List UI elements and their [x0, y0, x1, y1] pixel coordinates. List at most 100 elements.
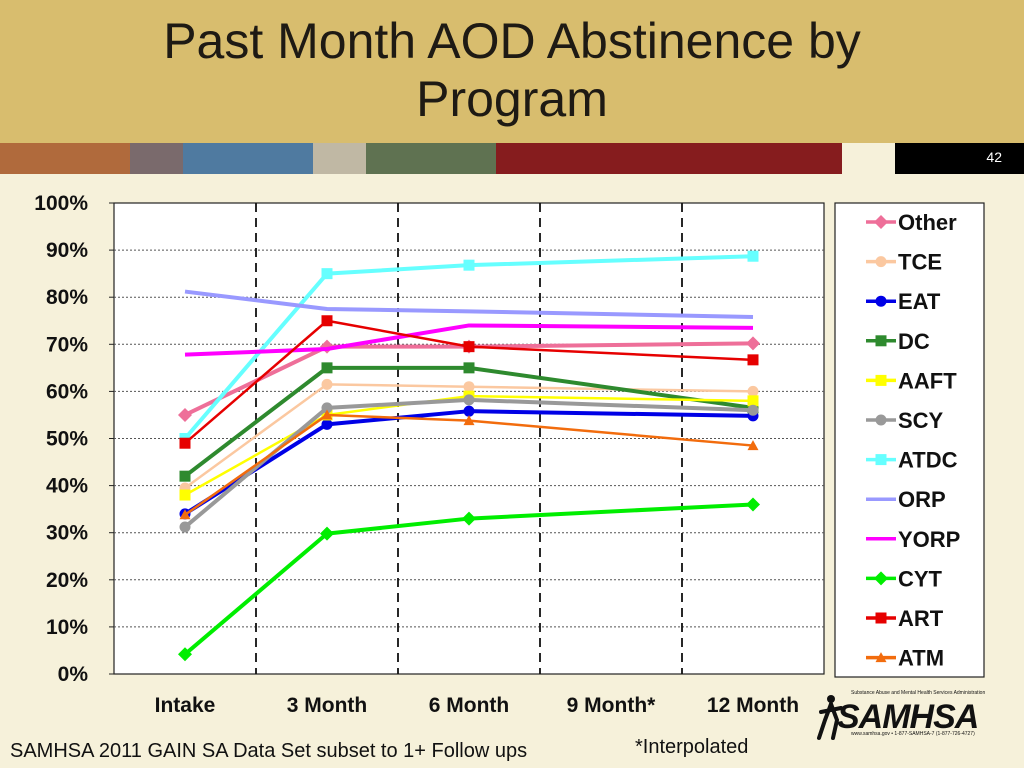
y-tick-label: 60% — [46, 380, 88, 403]
legend-marker-atm — [875, 652, 887, 663]
legend-item-cyt: CYT — [866, 566, 943, 591]
y-tick-label: 40% — [46, 475, 88, 498]
strip-segment — [313, 143, 366, 174]
y-tick-label: 20% — [46, 569, 88, 592]
legend-item-dc: DC — [866, 329, 930, 354]
legend-marker-tce — [875, 256, 887, 268]
legend-label-dc: DC — [898, 329, 930, 354]
x-tick-label: Intake — [155, 694, 216, 717]
samhsa-logo: Substance Abuse and Mental Health Servic… — [815, 690, 985, 740]
series-line-art — [184, 319, 754, 445]
strip-segment — [895, 143, 1024, 174]
series-atm — [179, 409, 759, 520]
series-scy — [179, 394, 759, 533]
color-strip — [0, 143, 1024, 174]
data-point-tce — [747, 385, 759, 397]
strip-segment — [0, 143, 130, 174]
data-point-cyt — [320, 526, 334, 541]
x-tick-label: 3 Month — [287, 694, 367, 717]
legend-label-art: ART — [898, 606, 944, 631]
y-tick-label: 80% — [46, 286, 88, 309]
data-point-aaft — [747, 395, 759, 407]
legend-label-aaft: AAFT — [898, 368, 957, 393]
series-line-orp — [184, 289, 754, 319]
legend-label-orp: ORP — [898, 487, 946, 512]
x-tick-label: 9 Month* — [567, 694, 656, 717]
interpolated-footnote: *Interpolated — [635, 736, 749, 758]
data-point-other — [746, 336, 760, 351]
legend-item-tce: TCE — [866, 250, 942, 275]
data-point-atm — [179, 509, 191, 520]
y-tick-label: 90% — [46, 239, 88, 262]
data-point-scy — [179, 521, 191, 533]
legend-item-scy: SCY — [866, 408, 944, 433]
strip-segment — [496, 143, 842, 174]
legend-marker-eat — [875, 295, 887, 307]
x-tick-label: 6 Month — [429, 694, 509, 717]
data-point-art — [179, 437, 191, 449]
y-tick-label: 50% — [46, 428, 88, 451]
data-point-art — [463, 341, 475, 353]
data-point-art — [747, 354, 759, 366]
data-point-scy — [321, 402, 333, 414]
data-point-atm — [321, 409, 333, 420]
data-point-tce — [463, 381, 475, 393]
legend-marker-aaft — [875, 374, 887, 386]
series-line-yorp — [184, 323, 754, 357]
legend-item-yorp: YORP — [866, 527, 960, 552]
legend-item-aaft: AAFT — [866, 368, 957, 393]
data-point-atdc — [463, 259, 475, 271]
data-point-tce — [321, 378, 333, 390]
data-point-atdc — [747, 250, 759, 262]
y-tick-label: 100% — [34, 192, 88, 215]
strip-segment — [842, 143, 895, 174]
legend-marker-art — [875, 612, 887, 624]
data-point-cyt — [746, 497, 760, 512]
legend-item-atdc: ATDC — [866, 448, 958, 473]
legend-item-orp: ORP — [866, 487, 946, 512]
y-tick-label: 10% — [46, 616, 88, 639]
series-orp — [184, 289, 754, 319]
page-number: 42 — [986, 149, 1002, 165]
x-tick-label: 12 Month — [707, 694, 799, 717]
legend-label-atm: ATM — [898, 646, 944, 671]
person-icon — [817, 695, 843, 740]
data-source-footnote: SAMHSA 2011 GAIN SA Data Set subset to 1… — [10, 740, 528, 762]
series-line-cyt — [183, 502, 754, 656]
series-cyt — [178, 497, 760, 662]
data-point-cyt — [462, 511, 476, 526]
plot-area — [113, 202, 825, 675]
data-point-cyt — [178, 647, 192, 662]
data-point-dc — [321, 362, 333, 374]
legend-marker-atdc — [875, 454, 887, 466]
data-point-other — [178, 407, 192, 422]
legend-item-eat: EAT — [866, 289, 941, 314]
y-tick-label: 70% — [46, 333, 88, 356]
y-tick-label: 0% — [58, 663, 89, 686]
legend-label-tce: TCE — [898, 250, 942, 275]
legend-item-other: Other — [866, 210, 957, 235]
series-line-atdc — [183, 254, 754, 440]
data-point-atm — [463, 415, 475, 426]
series-line-atm — [184, 413, 754, 516]
strip-segment — [183, 143, 313, 174]
legend-label-atdc: ATDC — [898, 448, 958, 473]
strip-segment — [366, 143, 496, 174]
legend-label-eat: EAT — [898, 289, 941, 314]
legend-marker-other — [874, 215, 888, 229]
data-point-dc — [179, 470, 191, 482]
data-point-eat — [463, 405, 475, 417]
data-point-atm — [747, 440, 759, 451]
legend-label-yorp: YORP — [898, 527, 960, 552]
data-point-eat — [321, 418, 333, 430]
legend-box — [834, 202, 985, 678]
logo-text: SAMHSA — [837, 698, 979, 736]
title-band — [0, 0, 1024, 143]
legend-label-other: Other — [898, 210, 957, 235]
legend-item-atm: ATM — [866, 646, 944, 671]
series-line-scy — [183, 397, 754, 529]
data-point-art — [321, 315, 333, 327]
y-tick-label: 30% — [46, 522, 88, 545]
logo-contact: www.samhsa.gov • 1-877-SAMHSA-7 (1-877-7… — [851, 731, 975, 737]
